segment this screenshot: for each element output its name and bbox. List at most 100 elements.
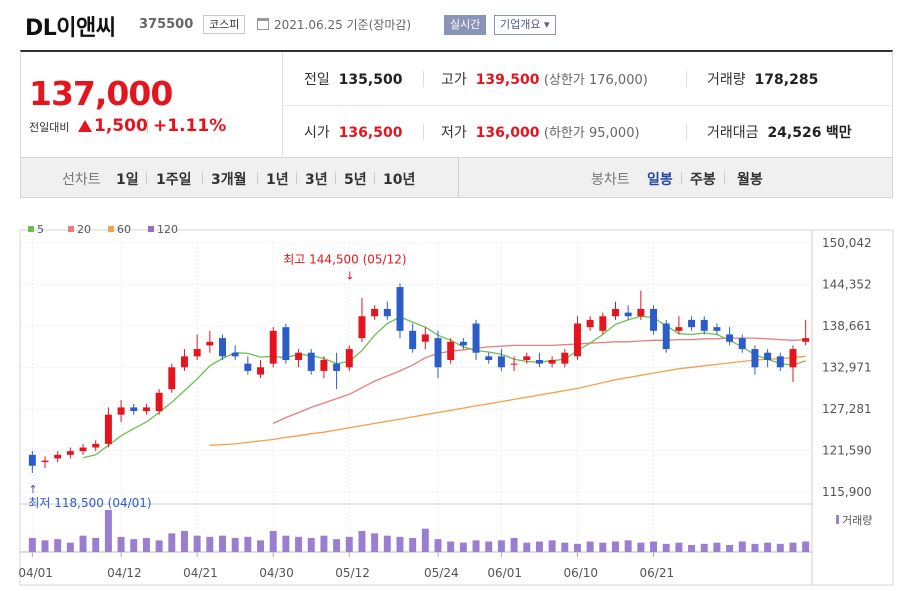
tab-monthly[interactable]: 월봉 [737,172,763,188]
volume-bar [54,539,62,552]
candle-body [688,319,696,328]
volume-bar [599,542,607,552]
tab-1y[interactable]: 1년 [266,172,289,188]
candle-body [333,363,341,371]
candle-body [155,392,163,412]
candle-body [548,359,556,364]
panel-divider [282,52,283,158]
legend-label: 60 [117,223,131,236]
tab-divider [257,172,258,184]
volume-bar [713,542,721,552]
tab-weekly[interactable]: 주봉 [690,172,716,188]
volume-legend-label: 거래량 [842,514,872,527]
tab-1w[interactable]: 1주일 [156,172,192,188]
volume-bar [535,541,543,552]
candle-body [244,363,252,371]
volume-bar [244,536,252,552]
stock-chart: 5 20 60 120 150,042 144,352 138,661 132,971 127,… [18,223,894,586]
volume-bar [282,535,290,552]
low-annotation: 최저 118,500 (04/01) [28,496,151,510]
candle-body [573,323,581,357]
tab-divider [724,172,725,184]
volume-bar [383,535,391,552]
candle-body [193,349,201,357]
volume-bar [409,538,417,552]
volume-bar [700,543,708,552]
volume-bar [624,540,632,552]
candle-body [700,319,708,331]
up-arrow-icon: ↑ [28,483,37,496]
candle-body [142,407,150,412]
tab-10y[interactable]: 10년 [383,172,416,188]
volume-bar [193,535,201,552]
candle-body [738,338,746,350]
y-tick-label: 132,971 [822,361,872,375]
volume-bar [637,542,645,552]
volume: 거래량 178,285 [707,69,818,89]
volume-bar [776,543,784,552]
tab-5y[interactable]: 5년 [344,172,367,188]
high-annotation: 최고 144,500 (05/12) [283,252,406,266]
candle-body [624,312,632,317]
tab-3m[interactable]: 3개월 [211,172,247,188]
x-tick-label: 04/01 [18,566,53,580]
cell-divider [423,71,424,87]
candle-body [485,356,493,360]
candle-body [409,330,417,350]
volume-bar [447,541,455,552]
y-tick-label: 127,281 [822,402,872,416]
x-tick-label: 05/24 [424,566,459,580]
candle-body [675,327,683,331]
ma20-line [272,337,806,424]
candle-body [472,323,480,353]
candle-body [421,334,429,342]
y-tick-label: 121,590 [822,444,872,458]
volume-bar [371,533,379,552]
volume-bar [396,536,404,552]
row-divider [283,105,893,106]
volume-bar [269,531,277,552]
legend-label: 5 [37,223,44,236]
tab-daily[interactable]: 일봉 [647,172,673,188]
volume-bar [307,538,315,552]
candle-body [345,349,353,368]
volume-bar [789,542,797,552]
candle-body [776,356,784,368]
volume-bar [79,535,87,552]
candle-body [523,356,531,360]
candle-body [307,352,315,371]
volume-bar [155,540,163,552]
volume-bar [764,542,772,552]
tab-1d[interactable]: 1일 [116,172,139,188]
tab-3y[interactable]: 3년 [305,172,328,188]
change-label: 전일대비 [29,121,70,134]
volume-bar [180,531,188,552]
prev-close-value: 135,500 [338,72,403,88]
realtime-button[interactable]: 실시간 [444,15,487,35]
volume-bar [28,538,36,552]
volume-bar [257,540,265,552]
change-value: 1,500 [94,116,148,136]
upper-limit: (상한가 176,000) [543,73,648,88]
x-tick-label: 06/01 [487,566,522,580]
tab-divider [146,172,147,184]
candle-body [79,447,87,452]
company-overview-dropdown[interactable]: 기업개요 ▾ [494,15,556,35]
x-tick-label: 04/30 [259,566,294,580]
x-tick-label: 04/12 [107,566,142,580]
candle-body [383,308,391,317]
volume-bar [295,536,303,552]
change-divider [147,119,148,133]
calendar-icon [257,18,269,30]
candle-body [510,363,518,365]
line-chart-label: 선차트 [62,172,101,188]
volume-bar [41,540,49,552]
candle-body [561,352,569,364]
volume-value: 178,285 [754,72,819,88]
lower-limit: (하한가 95,000) [543,126,640,141]
cell-divider [423,124,424,140]
volume-label: 거래량 [707,72,746,88]
y-tick-label: 138,661 [822,319,872,333]
volume-bar [548,540,556,552]
as-of-date: 2021.06.25 기준(장마감) [274,18,412,32]
